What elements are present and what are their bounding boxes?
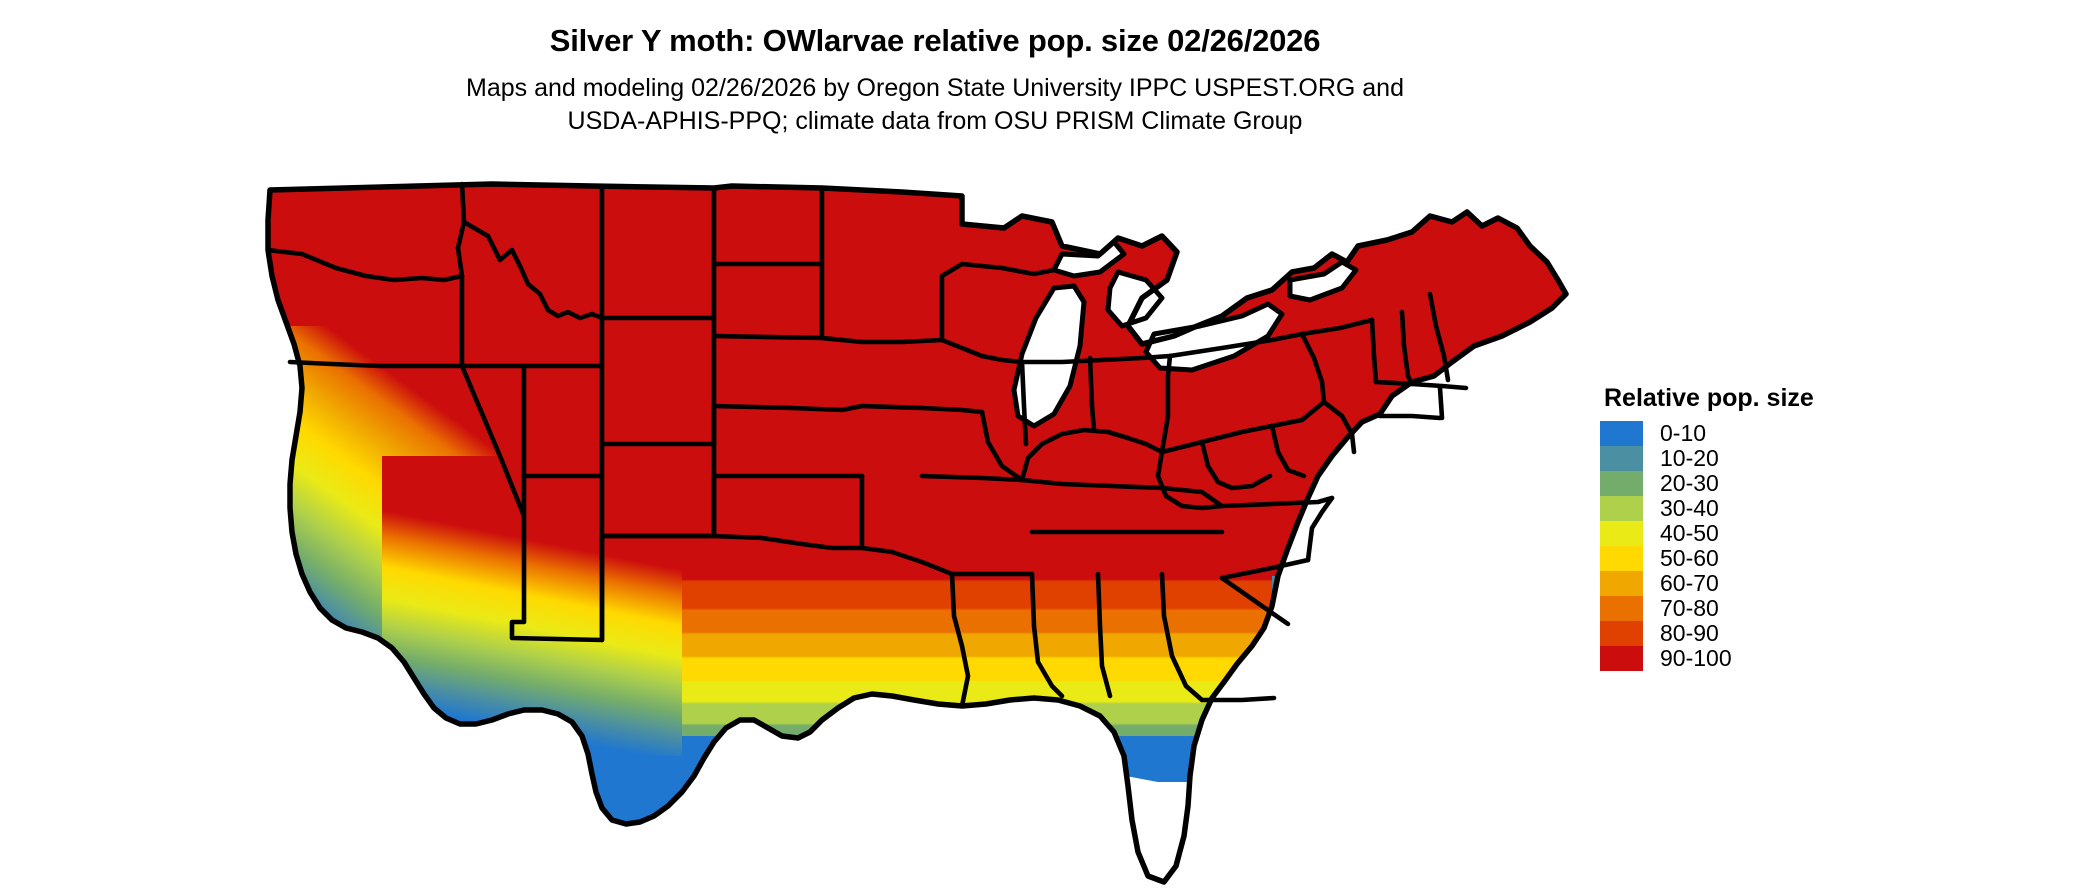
figure-header: Silver Y moth: OWlarvae relative pop. si… [0,0,1870,138]
legend-label: 90-100 [1660,645,1732,671]
legend-item: 10-20 [1600,446,1900,471]
legend-item: 70-80 [1600,596,1900,621]
legend-swatch [1600,546,1643,571]
legend-label: 50-60 [1660,545,1719,571]
raster-florida-blue [1272,576,1462,882]
legend-label: 70-80 [1660,595,1719,621]
legend-swatch [1600,471,1643,496]
legend-item: 30-40 [1600,496,1900,521]
legend-item: 40-50 [1600,521,1900,546]
map-legend: Relative pop. size 0-10 10-20 20-30 30-40 40… [1600,384,1900,671]
raster-gulf-blue [522,736,1566,882]
legend-label: 10-20 [1660,445,1719,471]
great-lakes-outline [1011,239,1359,429]
legend-title: Relative pop. size [1604,384,1814,412]
legend-label: 60-70 [1660,570,1719,596]
subtitle-line-1: Maps and modeling 02/26/2026 by Oregon S… [466,74,1404,103]
state-boundaries [265,181,1469,709]
legend-item: 80-90 [1600,621,1900,646]
legend-swatch [1600,596,1643,621]
figure-subtitle: Maps and modeling 02/26/2026 by Oregon S… [0,58,1870,138]
choropleth-map [262,176,1592,892]
legend-item: 60-70 [1600,571,1900,596]
legend-item: 0-10 [1600,421,1900,446]
legend-item: 20-30 [1600,471,1900,496]
legend-swatch [1600,496,1643,521]
legend-swatch [1600,421,1643,446]
legend-swatch [1600,621,1643,646]
legend-swatch [1600,646,1643,671]
legend-item: 50-60 [1600,546,1900,571]
legend-item: 90-100 [1600,646,1900,671]
national-outline [265,181,1569,885]
subtitle-line-2: USDA-APHIS-PPQ; climate data from OSU PR… [567,107,1303,136]
legend-rows: 0-10 10-20 20-30 30-40 40-50 50-60 60-70 70-80 8… [1600,421,1900,671]
legend-swatch [1600,571,1643,596]
legend-swatch [1600,521,1643,546]
legend-label: 80-90 [1660,620,1719,646]
us-map-svg [265,181,1569,885]
legend-label: 40-50 [1660,520,1719,546]
legend-label: 0-10 [1660,420,1707,446]
page-title: Silver Y moth: OWlarvae relative pop. si… [549,23,1321,58]
legend-swatch [1600,446,1643,471]
legend-label: 30-40 [1660,495,1719,521]
legend-label: 20-30 [1660,470,1719,496]
